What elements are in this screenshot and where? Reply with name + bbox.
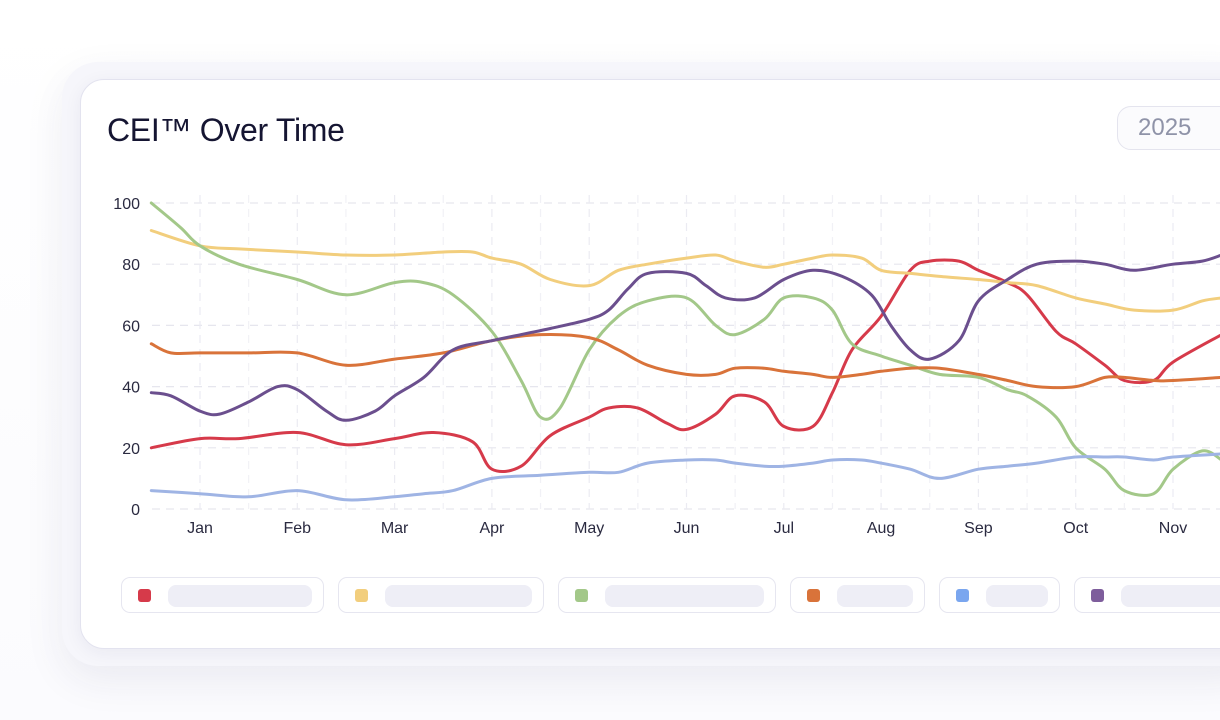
x-tick-label: Apr (479, 520, 505, 537)
x-tick-label: Aug (867, 520, 895, 537)
x-tick-label: Jan (187, 520, 213, 537)
y-tick-label: 40 (122, 380, 140, 397)
series-line (149, 332, 1220, 390)
legend-label-placeholder (385, 585, 532, 607)
y-tick-label: 20 (122, 441, 140, 458)
x-tick-label: Jul (774, 520, 794, 537)
legend-label-placeholder (168, 585, 312, 607)
year-select-value: 2025 (1138, 114, 1192, 141)
legend-label-placeholder (986, 585, 1048, 607)
chart-title: CEI™ Over Time (107, 112, 345, 148)
y-tick-label: 0 (131, 502, 140, 519)
legend-swatch (956, 589, 969, 602)
legend-item[interactable] (121, 577, 324, 613)
legend-swatch (138, 589, 151, 602)
legend-item[interactable] (558, 577, 776, 613)
legend-label-placeholder (605, 585, 764, 607)
legend-swatch (355, 589, 368, 602)
x-tick-label: Feb (284, 520, 312, 537)
year-select[interactable]: 2025 (1117, 106, 1220, 150)
y-tick-label: 100 (113, 196, 140, 213)
legend-swatch (1091, 589, 1104, 602)
legend-item[interactable] (1074, 577, 1220, 613)
legend-item[interactable] (790, 577, 925, 613)
x-tick-label: Oct (1063, 520, 1088, 537)
series-line (149, 452, 1220, 502)
chart-grid (152, 195, 1220, 510)
legend-item[interactable] (338, 577, 544, 613)
y-axis: 0 20 40 60 80 100 (113, 196, 140, 519)
legend-swatch (807, 589, 820, 602)
series-line (149, 253, 1220, 422)
legend-swatch (575, 589, 588, 602)
y-tick-label: 80 (122, 257, 140, 274)
x-tick-label: Sep (964, 520, 993, 537)
x-tick-label: Nov (1159, 520, 1187, 537)
legend-item[interactable] (939, 577, 1060, 613)
x-tick-label: Mar (381, 520, 409, 537)
x-tick-label: May (574, 520, 604, 537)
legend-label-placeholder (837, 585, 913, 607)
legend-label-placeholder (1121, 585, 1220, 607)
chart-card (80, 79, 1220, 649)
x-tick-label: Jun (674, 520, 700, 537)
series-line (149, 201, 1220, 497)
series-line (149, 229, 1220, 313)
x-axis: Jan Feb Mar Apr May Jun Jul Aug Sep Oct Nov (187, 520, 1187, 537)
series-line (149, 258, 1220, 474)
y-tick-label: 60 (122, 318, 140, 335)
series-lines (149, 201, 1220, 502)
